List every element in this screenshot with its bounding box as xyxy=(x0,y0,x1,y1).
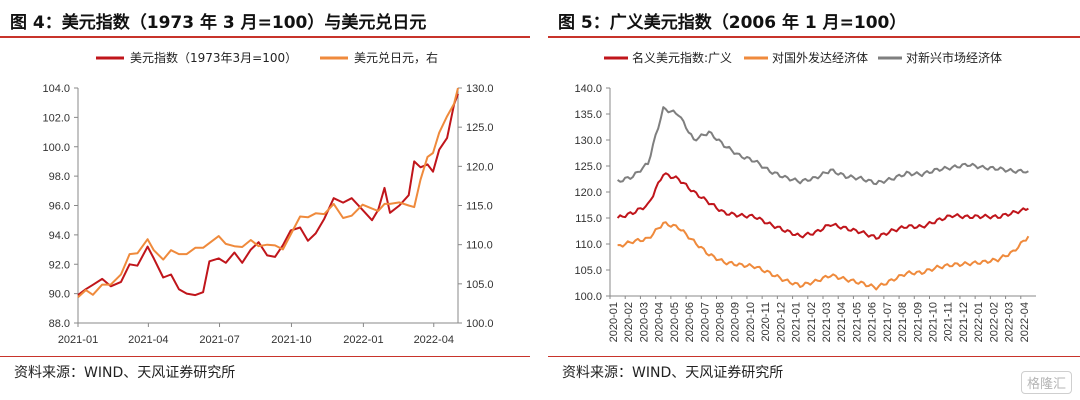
x-tick-label: 2020-06 xyxy=(684,302,696,342)
series-line-emerging-markets xyxy=(617,106,1029,186)
y-left-tick-label: 98.0 xyxy=(49,171,70,183)
series-line-usdjpy xyxy=(77,87,459,298)
right-title-rule xyxy=(548,36,1080,38)
x-tick-label: 2021-10 xyxy=(271,334,311,346)
x-tick-label: 2022-04 xyxy=(1019,302,1031,342)
y-right-tick-label: 110.0 xyxy=(466,240,493,252)
y-left-tick-label: 100.0 xyxy=(42,142,70,154)
x-tick-label: 2021-04 xyxy=(128,334,168,346)
x-tick-label: 2020-08 xyxy=(715,302,727,342)
y-tick-label: 120.0 xyxy=(574,187,602,199)
x-tick-label: 2021-04 xyxy=(836,302,848,342)
x-tick-label: 2020-12 xyxy=(775,302,787,342)
y-right-tick-label: 130.0 xyxy=(466,83,494,95)
x-tick-label: 2021-06 xyxy=(867,302,879,342)
y-tick-label: 140.0 xyxy=(574,83,602,95)
x-tick-label: 2020-02 xyxy=(623,302,635,342)
y-left-tick-label: 92.0 xyxy=(49,259,70,271)
x-tick-label: 2020-05 xyxy=(669,302,681,342)
x-tick-label: 2021-11 xyxy=(943,302,955,342)
y-left-tick-label: 104.0 xyxy=(42,83,70,95)
y-tick-label: 125.0 xyxy=(574,161,602,173)
watermark-logo: 格隆汇 xyxy=(1020,371,1072,394)
x-tick-label: 2020-01 xyxy=(608,302,620,342)
x-tick-label: 2021-07 xyxy=(882,302,894,342)
x-tick-label: 2021-01 xyxy=(58,334,98,346)
legend-label: 对国外发达经济体 xyxy=(772,50,868,65)
y-left-tick-label: 88.0 xyxy=(49,318,70,330)
right-figure-panel: 图 5：广义美元指数（2006 年 1 月=100） 100.0 105.0 110… xyxy=(548,0,1080,400)
y-tick-label: 130.0 xyxy=(574,135,602,147)
left-title-rule xyxy=(0,36,530,38)
y-tick-label: 115.0 xyxy=(575,213,602,225)
x-tick-label: 2022-04 xyxy=(414,334,454,346)
x-tick-label: 2021-09 xyxy=(912,302,924,342)
right-source-note: 资料来源：WIND、天风证券研究所 xyxy=(562,365,784,381)
y-tick-label: 100.0 xyxy=(574,291,602,303)
x-tick-label: 2020-10 xyxy=(745,302,757,342)
series-line-broad-dollar xyxy=(616,172,1029,240)
y-left-tick-label: 102.0 xyxy=(42,112,70,124)
x-tick-label: 2021-03 xyxy=(821,302,833,342)
y-right-tick-label: 125.0 xyxy=(466,122,494,134)
x-tick-label: 2021-12 xyxy=(958,302,970,342)
left-figure-panel: 图 4：美元指数（1973 年 3 月=100）与美元兑日元 88.0 90.0 9… xyxy=(0,0,530,400)
legend-label: 美元指数（1973年3月=100） xyxy=(130,50,297,65)
right-source-rule xyxy=(548,356,1080,357)
x-tick-label: 2021-10 xyxy=(928,302,940,342)
y-right-tick-label: 120.0 xyxy=(466,161,494,173)
left-source-note: 资料来源：WIND、天风证券研究所 xyxy=(14,365,236,381)
legend-label: 美元兑日元，右 xyxy=(354,50,438,65)
x-tick-label: 2020-03 xyxy=(638,302,650,342)
y-tick-label: 110.0 xyxy=(575,239,602,251)
x-tick-label: 2022-01 xyxy=(973,302,985,342)
legend-label: 对新兴市场经济体 xyxy=(906,50,1002,65)
x-tick-label: 2021-02 xyxy=(806,302,818,342)
right-figure-title: 图 5：广义美元指数（2006 年 1 月=100） xyxy=(558,13,907,33)
x-tick-label: 2020-04 xyxy=(654,302,666,342)
x-tick-label: 2021-01 xyxy=(791,302,803,342)
y-left-tick-label: 90.0 xyxy=(49,289,70,301)
y-right-tick-label: 115.0 xyxy=(466,201,493,213)
x-tick-label: 2022-03 xyxy=(1004,302,1016,342)
x-tick-label: 2021-07 xyxy=(199,334,239,346)
x-tick-label: 2020-11 xyxy=(760,302,772,342)
left-figure-title: 图 4：美元指数（1973 年 3 月=100）与美元兑日元 xyxy=(10,13,427,33)
left-source-rule xyxy=(0,356,530,357)
legend-label: 名义美元指数:广义 xyxy=(632,50,732,65)
x-tick-label: 2020-09 xyxy=(730,302,742,342)
y-right-tick-label: 105.0 xyxy=(466,279,494,291)
x-tick-label: 2020-07 xyxy=(699,302,711,342)
left-chart: 88.0 90.0 92.0 94.0 96.0 98.0 100.0 102.0 104.0 1… xyxy=(42,50,494,346)
right-chart: 100.0 105.0 110.0 115.0 120.0 125.0 130.0 135.0… xyxy=(574,50,1036,342)
y-tick-label: 105.0 xyxy=(574,265,602,277)
y-left-tick-label: 94.0 xyxy=(49,230,70,242)
y-tick-label: 135.0 xyxy=(574,109,602,121)
x-tick-label: 2021-08 xyxy=(897,302,909,342)
series-line-advanced-economies xyxy=(617,221,1030,291)
x-tick-label: 2022-01 xyxy=(343,334,383,346)
y-left-tick-label: 96.0 xyxy=(49,201,70,213)
y-right-tick-label: 100.0 xyxy=(466,318,494,330)
x-tick-label: 2022-02 xyxy=(988,302,1000,342)
series-line-dxy xyxy=(77,93,459,297)
x-tick-label: 2021-05 xyxy=(851,302,863,342)
